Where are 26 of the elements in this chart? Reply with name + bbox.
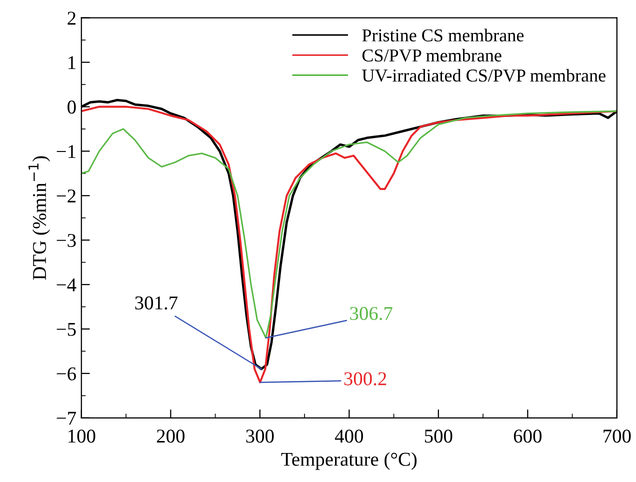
x-tick-label: 300 (246, 430, 274, 443)
x-tick-label: 200 (156, 430, 184, 443)
y-tick-label: −7 (56, 412, 76, 425)
y-tick-label: −5 (56, 323, 76, 336)
line-series (81, 110, 617, 339)
x-tick-label: 400 (334, 430, 364, 443)
y-tick-label: −4 (56, 278, 76, 292)
y-tick-label: −6 (56, 367, 76, 380)
y-tick-label: 1 (68, 56, 76, 70)
y-tick-label: −1 (56, 145, 76, 158)
x-axis-title: Temperature (°C) (281, 452, 417, 470)
x-tick-label: 600 (514, 430, 542, 443)
annotation: 301.7 (135, 296, 178, 310)
x-tick-label: 500 (424, 430, 452, 443)
annotation: 300.2 (344, 372, 386, 386)
x-tick-label: 700 (604, 430, 631, 443)
legend-label: Pristine CS membrane (362, 28, 524, 42)
y-tick-label: 0 (68, 100, 76, 114)
y-tick-label: −3 (56, 234, 76, 248)
y-axis-title: DTG (%min$^{−1}$) (28, 156, 50, 280)
legend-label: CS/PVP membrane (362, 48, 502, 62)
y-tick-label: −2 (56, 190, 76, 202)
legend-label: UV-irradiated CS/PVP membrane (362, 68, 606, 82)
y-tick-label: 2 (68, 12, 76, 25)
annotation: 306.7 (350, 306, 392, 320)
x-tick-label: 100 (68, 430, 96, 443)
